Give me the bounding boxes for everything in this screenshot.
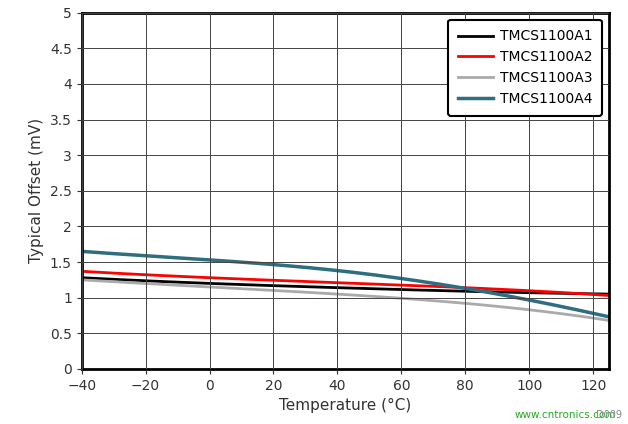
TMCS1100A3 <box>78 277 85 282</box>
TMCS1100A2 <box>390 282 398 287</box>
TMCS1100A2 <box>556 290 563 295</box>
TMCS1100A4 <box>605 314 613 319</box>
TMCS1100A2 <box>605 293 613 298</box>
TMCS1100A4 <box>78 249 85 254</box>
TMCS1100A3 <box>556 311 563 316</box>
TMCS1100A2 <box>522 288 530 293</box>
TMCS1100A1 <box>522 290 530 295</box>
TMCS1100A1 <box>78 275 85 280</box>
TMCS1100A4 <box>522 297 530 302</box>
Line: TMCS1100A2: TMCS1100A2 <box>82 271 609 296</box>
TMCS1100A4 <box>80 249 87 254</box>
TMCS1100A4 <box>392 275 399 280</box>
Text: D009: D009 <box>596 410 622 420</box>
TMCS1100A1 <box>392 287 399 292</box>
TMCS1100A3 <box>392 296 399 301</box>
TMCS1100A2 <box>392 282 399 287</box>
Legend: TMCS1100A1, TMCS1100A2, TMCS1100A3, TMCS1100A4: TMCS1100A1, TMCS1100A2, TMCS1100A3, TMCS… <box>448 20 602 116</box>
TMCS1100A2 <box>78 269 85 274</box>
TMCS1100A3 <box>401 296 408 301</box>
X-axis label: Temperature (°C): Temperature (°C) <box>279 398 411 413</box>
Y-axis label: Typical Offset (mV): Typical Offset (mV) <box>30 118 45 263</box>
TMCS1100A4 <box>401 276 408 282</box>
Text: www.cntronics.com: www.cntronics.com <box>514 410 615 420</box>
TMCS1100A1 <box>605 292 613 297</box>
TMCS1100A1 <box>556 291 563 296</box>
TMCS1100A3 <box>605 318 613 323</box>
TMCS1100A3 <box>80 277 87 282</box>
TMCS1100A1 <box>390 287 398 292</box>
Line: TMCS1100A3: TMCS1100A3 <box>82 280 609 321</box>
TMCS1100A2 <box>80 269 87 274</box>
TMCS1100A4 <box>556 304 563 309</box>
TMCS1100A3 <box>522 307 530 312</box>
TMCS1100A1 <box>401 287 408 292</box>
Line: TMCS1100A1: TMCS1100A1 <box>82 278 609 294</box>
Line: TMCS1100A4: TMCS1100A4 <box>82 251 609 317</box>
TMCS1100A4 <box>390 275 398 280</box>
TMCS1100A2 <box>401 283 408 288</box>
TMCS1100A1 <box>80 275 87 280</box>
TMCS1100A3 <box>390 295 398 300</box>
